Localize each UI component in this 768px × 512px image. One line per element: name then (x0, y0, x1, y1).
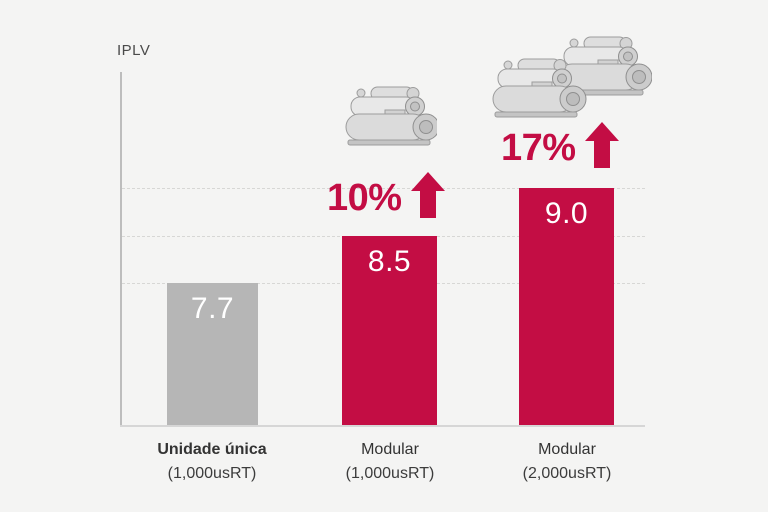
category-name: Unidade única (157, 441, 267, 458)
category-label-unidade-unica: Unidade única (1,000usRT) (112, 438, 312, 486)
y-axis-label: IPLV (117, 42, 151, 59)
bar-value-label: 8.5 (367, 245, 412, 278)
y-axis-line (120, 72, 122, 426)
increase-annotation-modular-2000: 17% (501, 122, 619, 168)
bar-value-label: 9.0 (544, 197, 589, 230)
arrow-up-icon (584, 122, 619, 168)
increase-percent-label: 10% (327, 177, 402, 219)
x-axis-line (120, 425, 645, 427)
category-name: Modular (361, 441, 419, 458)
arrow-up-icon (410, 172, 445, 218)
bar-modular-2000: 9.0 (519, 188, 614, 425)
category-capacity-label: (1,000usRT) (345, 465, 435, 482)
chiller-pair-icon (492, 36, 652, 118)
bar-value-label: 7.7 (190, 292, 235, 325)
increase-annotation-modular-1000: 10% (327, 172, 445, 218)
category-capacity-label: (1,000usRT) (167, 465, 257, 482)
bar-modular-1000: 8.5 (342, 236, 437, 425)
gridline-9-0 (122, 188, 645, 189)
category-capacity-label: (2,000usRT) (522, 465, 612, 482)
increase-percent-label: 17% (501, 127, 576, 169)
category-label-modular-1000: Modular (1,000usRT) (290, 438, 490, 486)
category-name: Modular (538, 441, 596, 458)
bar-unidade-unica: 7.7 (167, 283, 258, 425)
category-label-modular-2000: Modular (2,000usRT) (467, 438, 667, 486)
chiller-icon (345, 86, 437, 146)
